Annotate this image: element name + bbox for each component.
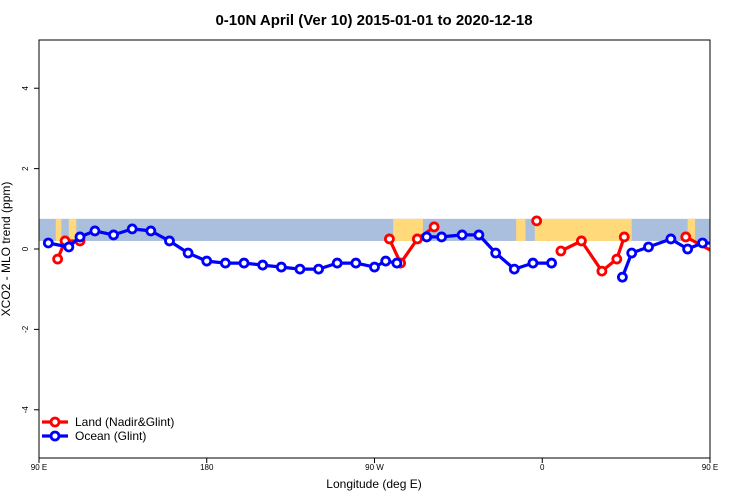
land-point <box>411 233 423 245</box>
land-ocean-band <box>39 218 734 241</box>
land-point <box>52 253 64 265</box>
y-tick-label: 4 <box>21 85 30 90</box>
ocean-point <box>738 233 746 241</box>
ocean-point <box>473 229 485 241</box>
land-patch <box>534 218 632 241</box>
y-tick-label: -2 <box>21 325 30 333</box>
ocean-point <box>391 257 403 269</box>
ocean-point <box>643 241 654 253</box>
ocean-point <box>546 257 557 269</box>
land-patch <box>516 218 526 241</box>
chart-title: 0-10N April (Ver 10) 2015-01-01 to 2020-… <box>215 12 532 29</box>
y-axis: -4 -2 0 2 4 <box>21 85 39 413</box>
land-series-line <box>560 236 626 273</box>
land-point <box>618 231 630 243</box>
x-tick-label: 90 E <box>702 463 718 472</box>
plot-frame <box>38 39 711 459</box>
ocean-point <box>508 263 520 275</box>
ocean-point <box>201 255 213 267</box>
land-patch <box>68 218 77 241</box>
ocean-point <box>350 257 362 269</box>
ocean-point <box>313 263 324 275</box>
ocean-point <box>42 237 54 249</box>
ocean-point <box>126 223 138 235</box>
ocean-point <box>697 237 708 249</box>
ocean-point <box>164 235 175 247</box>
land-series-line <box>685 235 710 252</box>
legend-ocean-label: Ocean (Glint) <box>75 429 146 443</box>
x-tick-label: 0 <box>540 463 545 472</box>
ocean-point <box>380 255 392 267</box>
ocean-point <box>145 225 157 237</box>
ocean-point <box>238 257 250 269</box>
ocean-point <box>182 247 194 259</box>
land-patch <box>55 218 62 241</box>
ocean-point <box>436 231 448 243</box>
x-tick-label: 180 <box>200 463 214 472</box>
ocean-point <box>74 231 86 243</box>
ocean-series <box>42 223 746 283</box>
ocean-point <box>665 233 677 245</box>
ocean-point <box>616 271 628 283</box>
ocean-point <box>456 229 468 241</box>
ocean-point <box>89 225 101 237</box>
land-point <box>680 231 692 243</box>
ocean-point <box>63 241 75 253</box>
ocean-point <box>717 239 725 247</box>
x-tick-label: 90 E <box>31 463 47 472</box>
legend: Land (Nadir&Glint)Ocean (Glint) <box>42 415 174 443</box>
y-tick-label: -4 <box>21 406 30 414</box>
ocean-point <box>331 257 343 269</box>
land-point <box>575 235 587 247</box>
ocean-point <box>257 259 269 271</box>
land-point <box>531 215 543 227</box>
land-point <box>723 255 731 263</box>
land-point <box>727 237 735 245</box>
land-point <box>596 265 608 277</box>
ocean-point <box>421 231 433 243</box>
y-tick-label: 2 <box>21 166 30 171</box>
land-point <box>555 245 567 257</box>
ocean-point <box>527 257 539 269</box>
ocean-point <box>682 243 694 255</box>
ocean-point <box>108 229 119 241</box>
y-tick-label: 0 <box>21 246 30 251</box>
land-patch <box>687 218 696 241</box>
land-patch <box>727 219 734 241</box>
legend-land-label: Land (Nadir&Glint) <box>75 415 174 429</box>
ocean-point <box>275 261 287 273</box>
ocean-point <box>219 257 231 269</box>
x-axis: 90 E 180 90 W 0 90 E <box>31 458 718 472</box>
land-point <box>428 221 440 233</box>
legend-ocean-marker <box>49 430 61 442</box>
series-layer <box>42 215 746 283</box>
ocean-point <box>626 247 638 259</box>
ocean-point <box>294 263 306 275</box>
legend-land-marker <box>49 416 61 428</box>
land-point <box>611 253 623 265</box>
ocean-point <box>369 261 380 273</box>
y-axis-label: XCO2 - MLO trend (ppm) <box>0 182 13 317</box>
x-axis-label: Longitude (deg E) <box>326 477 421 491</box>
land-point <box>384 233 395 245</box>
x-tick-label: 90 W <box>365 463 384 472</box>
ocean-point <box>490 247 502 259</box>
